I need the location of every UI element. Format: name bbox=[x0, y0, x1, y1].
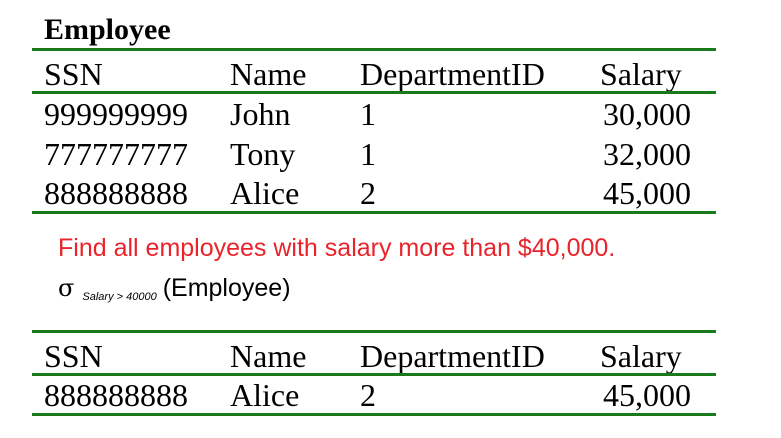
cell-deptid: 1 bbox=[360, 96, 376, 132]
header-salary: Salary bbox=[600, 56, 682, 92]
cell-salary: 32,000 bbox=[603, 136, 691, 172]
result-top-rule bbox=[32, 330, 716, 333]
header-deptid: DepartmentID bbox=[360, 338, 545, 374]
cell-deptid: 2 bbox=[360, 175, 376, 211]
table-row: 777777777 Tony 1 32,000 bbox=[0, 134, 781, 174]
cell-salary: 45,000 bbox=[603, 175, 691, 211]
cell-name: Alice bbox=[230, 377, 300, 413]
table-bottom-rule bbox=[32, 211, 716, 214]
cell-salary: 30,000 bbox=[603, 96, 691, 132]
table-row: 888888888 Alice 2 45,000 bbox=[0, 173, 781, 213]
header-name: Name bbox=[230, 56, 307, 92]
header-deptid: DepartmentID bbox=[360, 56, 545, 92]
header-name: Name bbox=[230, 338, 307, 374]
cell-deptid: 2 bbox=[360, 377, 376, 413]
table-row: 888888888 Alice 2 45,000 bbox=[0, 375, 781, 415]
query-question: Find all employees with salary more than… bbox=[58, 234, 616, 262]
cell-ssn: 888888888 bbox=[44, 377, 188, 413]
cell-salary: 45,000 bbox=[603, 377, 691, 413]
table-top-rule bbox=[32, 48, 716, 51]
result-header-rule bbox=[32, 373, 716, 376]
cell-deptid: 1 bbox=[360, 136, 376, 172]
relation-name: (Employee) bbox=[162, 274, 291, 302]
sigma-symbol: σ bbox=[58, 274, 75, 302]
cell-ssn: 999999999 bbox=[44, 96, 188, 132]
cell-ssn: 777777777 bbox=[44, 136, 188, 172]
table-row: 999999999 John 1 30,000 bbox=[0, 94, 781, 134]
cell-ssn: 888888888 bbox=[44, 175, 188, 211]
header-rule bbox=[32, 91, 716, 94]
cell-name: Tony bbox=[230, 136, 296, 172]
selection-condition: Salary > 40000 bbox=[82, 291, 157, 303]
header-row: SSN Name DepartmentID Salary bbox=[0, 54, 781, 94]
selection-expression: σ Salary > 40000 (Employee) bbox=[58, 270, 291, 306]
header-salary: Salary bbox=[600, 338, 682, 374]
cell-name: Alice bbox=[230, 175, 300, 211]
table-title: Employee bbox=[44, 13, 171, 46]
result-header-row: SSN Name DepartmentID Salary bbox=[0, 336, 781, 376]
cell-name: John bbox=[230, 96, 291, 132]
header-ssn: SSN bbox=[44, 56, 103, 92]
result-bottom-rule bbox=[32, 413, 716, 416]
header-ssn: SSN bbox=[44, 338, 103, 374]
